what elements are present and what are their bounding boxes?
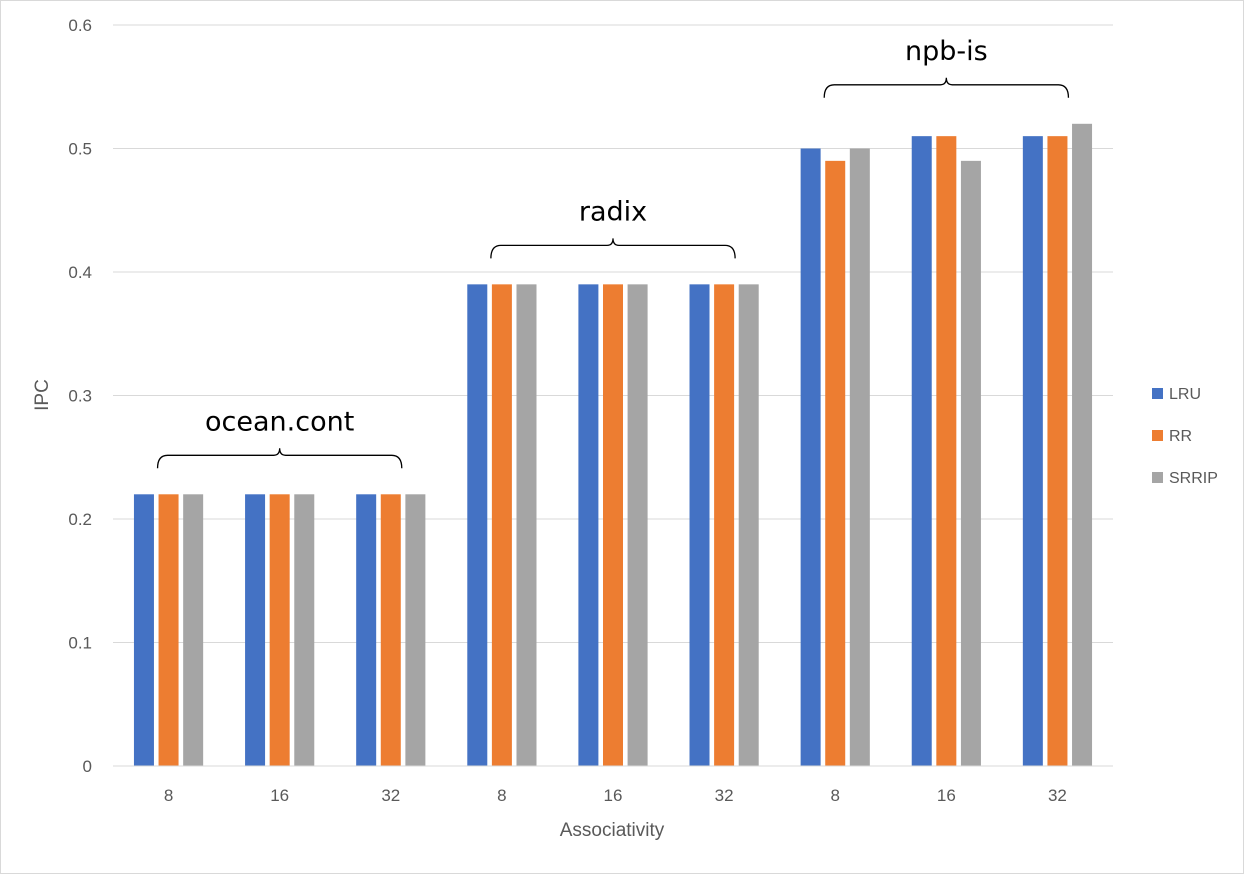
x-tick-label: 8: [830, 786, 839, 805]
bar-lru: [356, 494, 377, 766]
y-axis-title: IPC: [32, 379, 53, 411]
bar-lru: [578, 284, 599, 766]
bar-srrip: [294, 494, 315, 766]
bar-lru: [800, 148, 821, 766]
bar-rr: [158, 494, 179, 766]
group-brace: [156, 448, 403, 469]
legend-swatch-lru: [1152, 388, 1163, 399]
bar-srrip: [738, 284, 759, 766]
x-tick-label: 32: [381, 786, 400, 805]
group-label: radix: [579, 196, 647, 227]
bar-srrip: [183, 494, 204, 766]
legend: LRU RR SRRIP: [1152, 386, 1218, 487]
bar-rr: [269, 494, 290, 766]
bar-srrip: [960, 160, 981, 767]
x-tick-label: 8: [164, 786, 173, 805]
x-axis-title: Associativity: [560, 820, 665, 841]
bar-rr: [714, 284, 735, 766]
y-axis-tick-labels: 0 0.1 0.2 0.3 0.4 0.5 0.6: [68, 16, 92, 776]
bar-srrip: [849, 148, 870, 766]
y-tick-label: 0.6: [68, 16, 92, 35]
bars: [113, 123, 1113, 767]
y-tick-label: 0: [83, 757, 92, 776]
x-tick-label: 16: [937, 786, 956, 805]
y-tick-label: 0.5: [68, 140, 92, 159]
y-tick-label: 0.4: [68, 263, 92, 282]
x-tick-label: 32: [1048, 786, 1067, 805]
x-tick-label: 16: [604, 786, 623, 805]
group-brackets: ocean.cont radix npb-is: [156, 36, 1070, 469]
bar-rr: [936, 136, 957, 766]
bar-lru: [467, 284, 488, 766]
x-tick-label: 8: [497, 786, 506, 805]
bar-srrip: [405, 494, 426, 766]
x-axis-tick-labels: 8 16 32 8 16 32 8 16 32: [164, 786, 1067, 805]
bar-srrip: [516, 284, 537, 766]
bar-lru: [1022, 136, 1043, 766]
bar-rr: [1047, 136, 1068, 766]
y-tick-label: 0.2: [68, 510, 92, 529]
legend-swatch-srrip: [1152, 472, 1163, 483]
bar-lru: [689, 284, 710, 766]
bar-rr: [603, 284, 623, 766]
legend-label-srrip: SRRIP: [1169, 470, 1218, 487]
bar-srrip: [627, 284, 648, 766]
y-tick-label: 0.3: [68, 387, 92, 406]
bar-rr: [491, 284, 512, 766]
group-brace: [490, 238, 736, 259]
bar-lru: [245, 494, 266, 766]
bar-lru: [911, 136, 932, 766]
legend-label-lru: LRU: [1169, 386, 1201, 403]
group-label: ocean.cont: [205, 406, 354, 437]
x-tick-label: 32: [715, 786, 734, 805]
legend-swatch-rr: [1152, 430, 1163, 441]
bar-rr: [380, 494, 401, 766]
bar-rr: [825, 160, 846, 767]
group-brace: [823, 77, 1070, 98]
legend-label-rr: RR: [1169, 428, 1192, 445]
bar-srrip: [1072, 123, 1093, 767]
group-label: npb-is: [905, 36, 988, 67]
bar-lru: [133, 494, 154, 766]
y-tick-label: 0.1: [68, 634, 92, 653]
x-tick-label: 16: [270, 786, 289, 805]
